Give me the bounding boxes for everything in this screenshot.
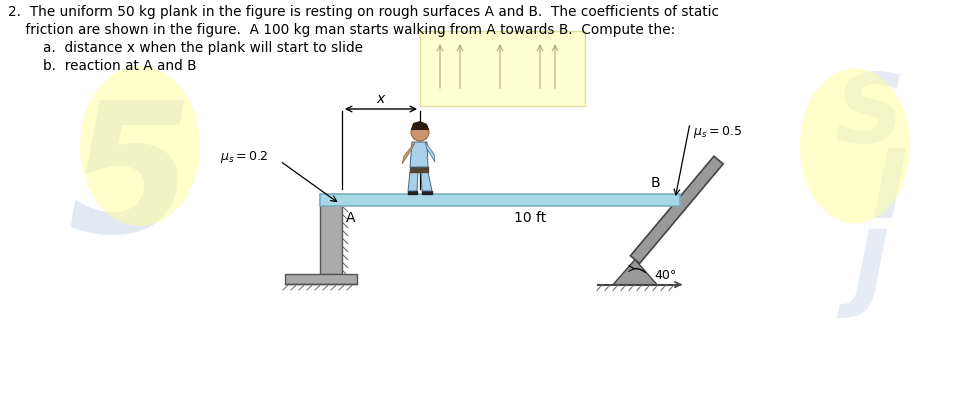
Polygon shape <box>408 172 418 192</box>
Text: friction are shown in the figure.  A 100 kg man starts walking from A towards B.: friction are shown in the figure. A 100 … <box>8 23 675 37</box>
Text: 5: 5 <box>67 94 193 269</box>
Text: a.  distance x when the plank will start to slide: a. distance x when the plank will start … <box>8 41 363 55</box>
Circle shape <box>411 124 429 142</box>
Bar <box>320 194 342 274</box>
Text: 40°: 40° <box>654 268 676 282</box>
Polygon shape <box>411 122 429 131</box>
Bar <box>417 137 423 143</box>
Ellipse shape <box>80 67 200 227</box>
Text: I: I <box>872 145 908 238</box>
Polygon shape <box>421 172 432 192</box>
Polygon shape <box>631 157 723 264</box>
FancyBboxPatch shape <box>420 32 585 107</box>
Bar <box>320 194 680 207</box>
Polygon shape <box>410 143 428 168</box>
Text: b.  reaction at A and B: b. reaction at A and B <box>8 59 197 73</box>
Polygon shape <box>613 260 657 285</box>
Bar <box>285 274 357 284</box>
Text: B: B <box>650 176 660 190</box>
Text: 2.  The uniform 50 kg plank in the figure is resting on rough surfaces A and B. : 2. The uniform 50 kg plank in the figure… <box>8 5 719 19</box>
Polygon shape <box>425 143 435 162</box>
Ellipse shape <box>800 69 910 224</box>
Text: S: S <box>835 70 905 163</box>
Polygon shape <box>402 143 415 164</box>
Text: 10 ft: 10 ft <box>514 211 546 225</box>
Text: $\mu_s = 0.5$: $\mu_s = 0.5$ <box>693 124 742 140</box>
Text: $x$: $x$ <box>376 92 386 106</box>
Text: $\mu_s = 0.2$: $\mu_s = 0.2$ <box>220 149 269 164</box>
Text: J: J <box>852 225 888 318</box>
Text: A: A <box>346 211 355 225</box>
